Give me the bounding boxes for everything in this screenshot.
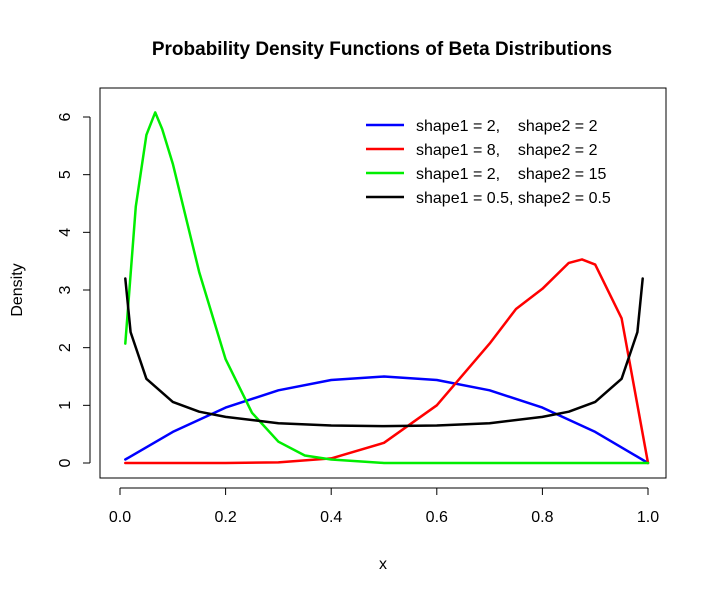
legend-entry: shape1 = 2, shape2 = 2 xyxy=(416,118,598,135)
x-tick-label: 0.6 xyxy=(426,509,448,526)
y-axis-label: Density xyxy=(9,263,26,316)
legend-entry: shape1 = 0.5, shape2 = 0.5 xyxy=(416,190,611,207)
x-tick-label: 0.0 xyxy=(109,509,131,526)
y-axis: 0 1 2 3 4 5 6 xyxy=(57,112,91,467)
x-tick-label: 1.0 xyxy=(637,509,659,526)
x-axis: 0.0 0.2 0.4 0.6 0.8 1.0 xyxy=(109,487,659,526)
legend: shape1 = 2, shape2 = 2 shape1 = 8, shape2… xyxy=(366,118,611,207)
series-line-3 xyxy=(124,111,650,465)
chart-title: Probability Density Functions of Beta Di… xyxy=(152,39,612,60)
legend-entry: shape1 = 2, shape2 = 15 xyxy=(416,166,606,183)
y-tick-label: 2 xyxy=(57,343,74,352)
legend-entry: shape1 = 8, shape2 = 2 xyxy=(416,142,598,159)
y-tick-label: 3 xyxy=(57,285,74,294)
series-line-2 xyxy=(124,258,650,465)
y-tick-label: 0 xyxy=(57,458,74,467)
plot-frame xyxy=(99,87,667,479)
x-tick-label: 0.4 xyxy=(320,509,342,526)
x-tick-label: 0.2 xyxy=(214,509,236,526)
x-tick-label: 0.8 xyxy=(531,509,553,526)
y-tick-label: 4 xyxy=(57,228,74,237)
series-layer xyxy=(124,111,650,465)
series-line-1 xyxy=(124,375,650,465)
y-tick-label: 5 xyxy=(57,170,74,179)
y-tick-label: 1 xyxy=(57,401,74,410)
y-tick-label: 6 xyxy=(57,112,74,121)
series-line-4 xyxy=(124,277,644,428)
x-axis-label: x xyxy=(379,556,387,573)
